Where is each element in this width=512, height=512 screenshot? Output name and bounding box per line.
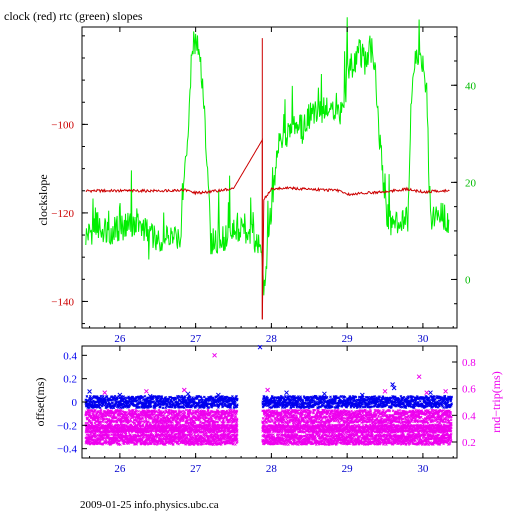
- offset-outlier-point: [216, 392, 221, 398]
- offset-outlier-point: [391, 385, 397, 391]
- offset-panel: 26 27 28 29 30 0.4 0.2 0 −0.2 −0.4 0.8 0.6 0.4 0.2 of…: [33, 344, 503, 475]
- offset-y-tick-label: 0.4: [63, 350, 77, 362]
- offset-series-layer: [84, 344, 454, 446]
- offset-y-tick-label: −0.2: [57, 420, 77, 432]
- rndtrip-outlier-point: [181, 387, 187, 393]
- offset-outlier-point: [117, 392, 123, 398]
- offset-outlier-point: [257, 344, 263, 350]
- slopes-panel: 26 27 28 29 30 −100 −120 −140 0 20 40 clockslope: [36, 17, 477, 345]
- offset-outlier-point: [322, 391, 327, 397]
- chart-title: clock (red) rtc (green) slopes: [4, 9, 143, 23]
- rndtrip-outlier-point: [443, 388, 448, 394]
- rtc-y-tick-label: 20: [465, 177, 477, 189]
- slopes-x-tick-label: 30: [417, 333, 429, 345]
- clockslope-axis-label: clockslope: [36, 174, 50, 225]
- offset-outlier-point: [428, 390, 433, 396]
- rndtrip-outlier-point: [382, 388, 388, 394]
- slopes-axes-layer: 26 27 28 29 30 −100 −120 −140 0 20 40: [51, 27, 477, 345]
- slopes-series-layer: [85, 17, 450, 320]
- clock-series-line: [85, 138, 450, 320]
- offset-outlier-point: [185, 391, 191, 397]
- rtc-series-line: [85, 17, 450, 296]
- slopes-x-tick-label: 26: [114, 333, 126, 345]
- offset-y-tick-label: −0.4: [57, 444, 77, 456]
- footer-caption: 2009-01-25 info.physics.ubc.ca: [80, 499, 219, 511]
- offset-axes-layer: 26 27 28 29 30 0.4 0.2 0 −0.2 −0.4 0.8 0.6 0.4 0.2: [57, 346, 476, 475]
- offset-outlier-point: [359, 392, 365, 398]
- rtc-y-tick-label: 0: [465, 274, 471, 286]
- offset-x-tick-label: 30: [417, 463, 429, 475]
- offset-scatter-band: [84, 394, 454, 410]
- rndtrip-y-tick-label: 0.4: [462, 410, 476, 422]
- offset-x-tick-label: 27: [190, 463, 202, 475]
- rndtrip-outlier-point: [424, 390, 430, 396]
- offset-axis-label: offset(ms): [33, 377, 47, 426]
- slopes-x-tick-label: 27: [190, 333, 202, 345]
- offset-x-tick-label: 29: [342, 463, 354, 475]
- rndtrip-y-tick-label: 0.6: [462, 384, 476, 396]
- rndtrip-outlier-point: [265, 387, 270, 393]
- clockslope-y-tick-label: −100: [51, 119, 74, 131]
- offset-outlier-point: [390, 382, 395, 387]
- offset-x-tick-label: 28: [266, 463, 278, 475]
- rndtrip-axis-label: rnd−trip(ms): [489, 371, 503, 432]
- rndtrip-y-tick-label: 0.8: [462, 357, 476, 369]
- clockslope-y-tick-label: −140: [51, 296, 74, 308]
- offset-outlier-point: [87, 389, 92, 394]
- offset-y-tick-label: 0: [72, 397, 78, 409]
- rtc-y-tick-label: 40: [465, 80, 477, 92]
- rndtrip-outlier-point: [102, 390, 108, 396]
- slopes-x-tick-label: 28: [266, 333, 278, 345]
- offset-x-tick-label: 26: [114, 463, 126, 475]
- rndtrip-y-tick-label: 0.2: [462, 437, 476, 449]
- rndtrip-scatter-band: [84, 408, 453, 446]
- rndtrip-outlier-point: [416, 374, 422, 380]
- offset-y-tick-label: 0.2: [63, 374, 77, 386]
- slopes-x-tick-label: 29: [342, 333, 354, 345]
- slopes-plot-frame: [81, 26, 458, 329]
- rndtrip-outlier-point: [144, 388, 149, 394]
- offset-outlier-point: [147, 393, 153, 399]
- clockslope-y-tick-label: −120: [51, 208, 74, 220]
- offset-outlier-point: [284, 390, 289, 396]
- rndtrip-outlier-point: [212, 352, 217, 358]
